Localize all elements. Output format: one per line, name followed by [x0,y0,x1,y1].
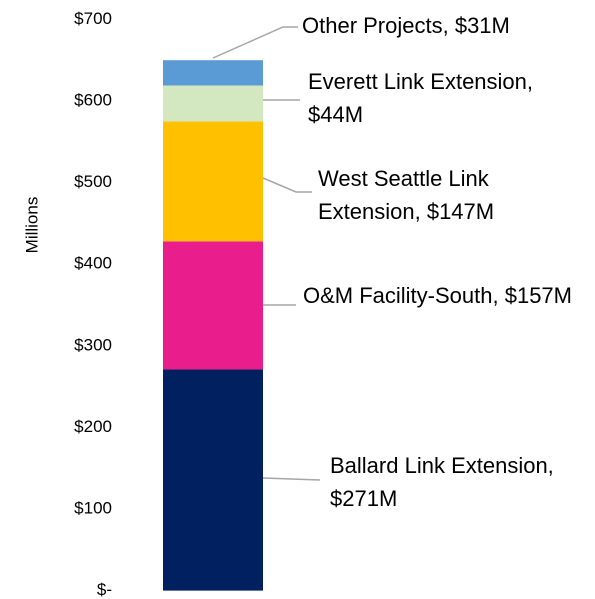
data-label-line: Everett Link Extension, [308,69,539,94]
y-tick-label: $200 [74,417,112,436]
data-label-line: Extension, $147M [318,199,494,224]
data-label: O&M Facility-South, $157M [303,283,572,308]
data-label: Ballard Link Extension, $271M [330,453,560,511]
y-tick-label: $600 [74,90,112,109]
data-label-line: Other Projects, $31M [302,13,510,38]
y-tick-label: $700 [74,9,112,28]
data-label-line: Ballard Link Extension, [330,453,560,478]
bar-segment [163,121,263,242]
bar-segment [163,241,263,370]
y-axis-label: Millions [22,197,41,254]
y-tick-label: $300 [74,335,112,354]
data-label: Other Projects, $31M [302,13,510,38]
bar-segment [163,369,263,591]
data-label: West Seattle Link Extension, $147M [318,166,495,224]
y-tick-label: $500 [74,172,112,191]
y-tick-label: $400 [74,254,112,273]
data-label: Everett Link Extension, $44M [308,69,539,127]
y-tick-label: $100 [74,498,112,517]
leader-line [262,477,321,481]
leader-line [262,177,312,193]
data-label-line: West Seattle Link [318,166,495,191]
bar-segment [163,85,263,122]
data-label-line: O&M Facility-South, $157M [303,283,572,308]
y-tick-label: $- [97,580,112,599]
data-label-line: $44M [308,102,363,127]
data-label-line: $271M [330,486,397,511]
bar-segment [163,60,263,86]
leader-line [212,26,298,59]
